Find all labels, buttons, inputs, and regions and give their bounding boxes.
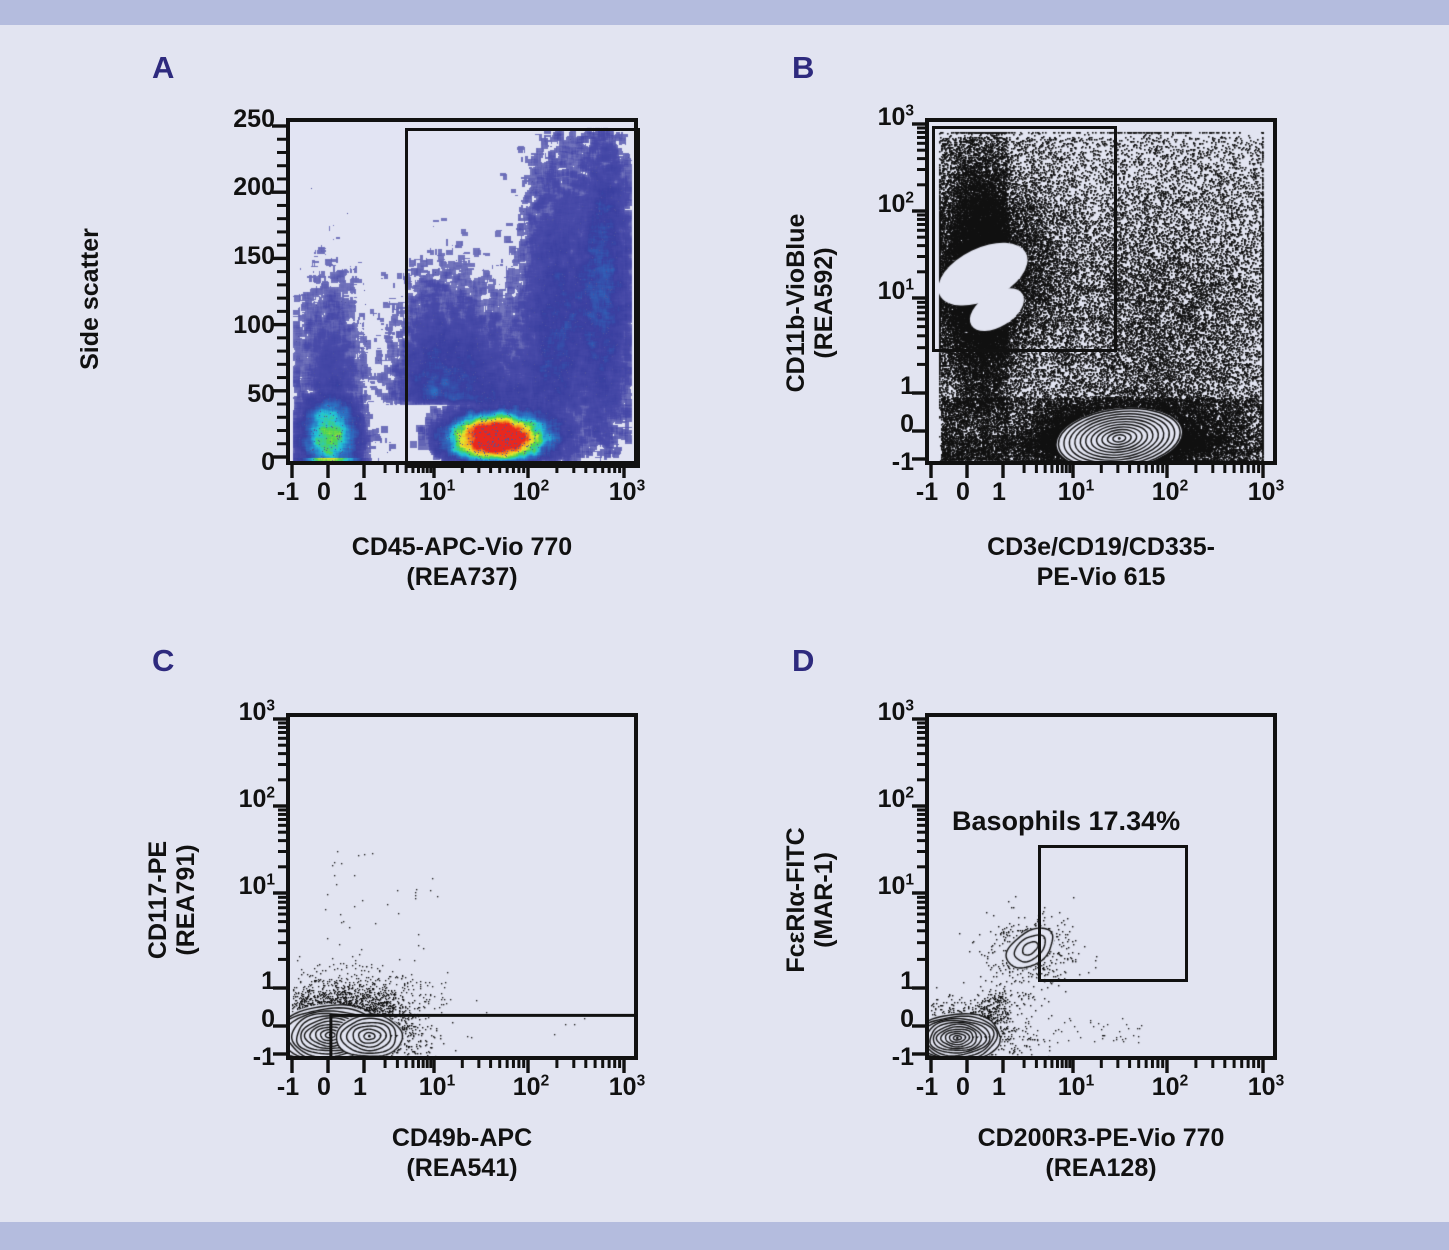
panel-a-y-axis-label-line1: Side scatter <box>76 228 104 370</box>
panel-c-xtick-neg1: -1 <box>276 1073 300 1101</box>
panel-a-ytick-250: 250 <box>233 105 275 133</box>
panel-b-xtick-10e1: 101 <box>1057 477 1095 506</box>
panel-a-xtick-neg1: -1 <box>276 478 300 506</box>
panel-c-xtick-1: 1 <box>353 1073 367 1101</box>
panel-c-ytick-0: 0 <box>261 1005 275 1033</box>
panel-d-y-axis-label-line1: FcεRIα-FITC <box>782 827 810 973</box>
panel-c-ytick-neg1: -1 <box>252 1043 275 1071</box>
panel-a-x-axis-label: CD45-APC-Vio 770 (REA737) <box>262 533 662 592</box>
panel-a-scatter-canvas <box>290 122 634 461</box>
panel-d-xtick-1: 1 <box>992 1073 1006 1101</box>
panel-a-xtick-1: 1 <box>353 478 367 506</box>
panel-c-ytick-10e3: 103 <box>238 697 275 726</box>
panel-b-plot-area[interactable] <box>925 118 1277 465</box>
panel-b-xtick-10e2: 102 <box>1151 477 1189 506</box>
panel-b-xtick-0: 0 <box>956 478 970 506</box>
panel-d-contour-canvas <box>929 717 1273 1056</box>
panel-b-ytick-10e1: 101 <box>877 276 914 305</box>
panel-b-xtick-neg1: -1 <box>915 478 939 506</box>
panel-d-xtick-10e1: 101 <box>1057 1072 1095 1101</box>
panel-b-ytick-0: 0 <box>900 410 914 438</box>
panel-c-ytick-10e2: 102 <box>238 784 275 813</box>
panel-b-y-axis-label-line1: CD11b-VioBlue <box>782 213 810 393</box>
panel-c-xtick-10e3: 103 <box>608 1072 646 1101</box>
panel-a-ytick-0: 0 <box>261 448 275 476</box>
panel-d-xtick-neg1: -1 <box>915 1073 939 1101</box>
panel-c-contour-canvas <box>290 717 634 1056</box>
panel-b-y-axis-label: CD11b-VioBlue (REA592) <box>782 153 838 453</box>
panel-a-ytick-150: 150 <box>233 242 275 270</box>
panel-letter-a: A <box>152 50 175 85</box>
panel-b-ytick-neg1: -1 <box>891 448 914 476</box>
panel-b-y-axis-label-line2: (REA592) <box>810 247 838 359</box>
panel-b-ytick-1: 1 <box>900 372 914 400</box>
panel-c-y-axis-label: CD117-PE (REA791) <box>144 750 200 1050</box>
panel-c-x-axis-label-line2: (REA541) <box>406 1153 518 1182</box>
panel-a-xtick-10e2: 102 <box>512 477 550 506</box>
panel-c-xtick-10e2: 102 <box>512 1072 550 1101</box>
panel-d-y-axis-label-line2: (MAR-1) <box>810 852 838 948</box>
panel-a-ytick-50: 50 <box>247 380 275 408</box>
top-decorative-band <box>0 0 1449 25</box>
panel-d-ytick-10e2: 102 <box>877 784 914 813</box>
panel-letter-b: B <box>792 50 815 85</box>
panel-b-scatter-canvas <box>929 122 1273 461</box>
panel-d-ytick-0: 0 <box>900 1005 914 1033</box>
panel-a-xtick-10e3: 103 <box>608 477 646 506</box>
panel-d-ytick-1: 1 <box>900 967 914 995</box>
panel-b-x-axis-label: CD3e/CD19/CD335- PE-Vio 615 <box>901 533 1301 592</box>
panel-c-xtick-10e1: 101 <box>418 1072 456 1101</box>
panel-letter-c: C <box>152 643 175 678</box>
panel-c-y-axis-label-line2: (REA791) <box>172 844 200 956</box>
panel-b-ytick-10e2: 102 <box>877 189 914 218</box>
panel-b-ytick-10e3: 103 <box>877 102 914 131</box>
panel-d-xtick-10e2: 102 <box>1151 1072 1189 1101</box>
panel-c-xtick-0: 0 <box>317 1073 331 1101</box>
panel-a-xtick-10e1: 101 <box>418 477 456 506</box>
panel-b-xtick-10e3: 103 <box>1247 477 1285 506</box>
panel-a-y-axis-label: Side scatter <box>76 154 104 444</box>
bottom-decorative-band <box>0 1222 1449 1250</box>
panel-d-x-axis-label-line2: (REA128) <box>1045 1153 1157 1182</box>
panel-d-xtick-10e3: 103 <box>1247 1072 1285 1101</box>
panel-d-basophil-gate-label: Basophils 17.34% <box>952 806 1181 836</box>
panel-d-ytick-neg1: -1 <box>891 1043 914 1071</box>
panel-b-x-axis-label-line2: PE-Vio 615 <box>1036 562 1166 591</box>
panel-a-x-axis-label-line1: CD45-APC-Vio 770 <box>351 533 573 561</box>
panel-d-ytick-10e3: 103 <box>877 697 914 726</box>
panel-a-x-axis-label-line2: (REA737) <box>406 562 518 591</box>
panel-d-x-axis-label: CD200R3-PE-Vio 770 (REA128) <box>901 1124 1301 1183</box>
panel-letter-d: D <box>792 643 815 678</box>
panel-d-x-axis-label-line1: CD200R3-PE-Vio 770 <box>977 1124 1225 1152</box>
panel-d-ytick-10e1: 101 <box>877 871 914 900</box>
panel-b-x-axis-label-line1: CD3e/CD19/CD335- <box>987 533 1215 561</box>
panel-c-x-axis-label-line1: CD49b-APC <box>391 1124 533 1152</box>
panel-d-plot-area[interactable] <box>925 713 1277 1060</box>
panel-c-ytick-10e1: 101 <box>238 871 275 900</box>
panel-b-xtick-1: 1 <box>992 478 1006 506</box>
panel-c-ytick-1: 1 <box>261 967 275 995</box>
panel-c-y-axis-label-line1: CD117-PE <box>144 840 172 960</box>
panel-a-xtick-0: 0 <box>317 478 331 506</box>
panel-c-plot-area[interactable] <box>286 713 638 1060</box>
panel-c-x-axis-label: CD49b-APC (REA541) <box>262 1124 662 1183</box>
panel-a-ytick-100: 100 <box>233 311 275 339</box>
panel-d-y-axis-label: FcεRIα-FITC (MAR-1) <box>782 755 838 1045</box>
panel-a-ytick-200: 200 <box>233 173 275 201</box>
panel-d-xtick-0: 0 <box>956 1073 970 1101</box>
panel-a-plot-area[interactable] <box>286 118 638 465</box>
